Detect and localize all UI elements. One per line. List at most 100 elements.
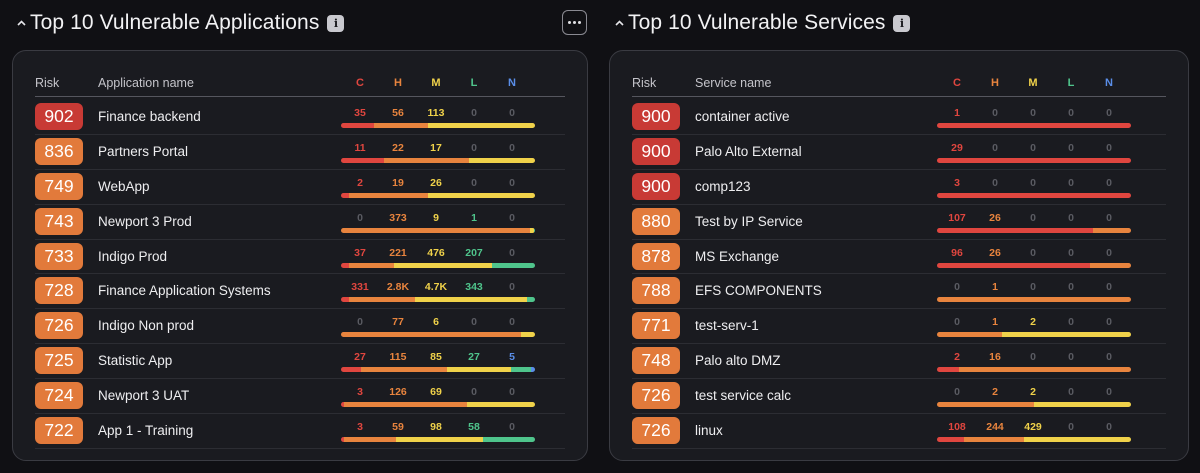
- table-row[interactable]: 836 Partners Portal 11 22 17 0 0: [35, 135, 565, 170]
- risk-score-badge: 726: [35, 312, 83, 340]
- severity-header-critical[interactable]: C: [953, 77, 961, 89]
- info-icon[interactable]: i: [893, 14, 911, 32]
- severity-distribution-bar: [341, 367, 535, 373]
- critical-count: 37: [354, 246, 366, 259]
- applications-panel-header: Top 10 Vulnerable Applications i: [14, 8, 345, 38]
- application-name[interactable]: Finance backend: [98, 109, 201, 124]
- application-name[interactable]: Partners Portal: [98, 143, 189, 159]
- name-column-header[interactable]: Application name: [98, 76, 194, 90]
- severity-header-medium[interactable]: M: [431, 77, 441, 89]
- high-count: 2: [992, 386, 998, 399]
- table-row[interactable]: 900 container active 1 0 0 0 0: [632, 100, 1166, 135]
- severity-header-medium[interactable]: M: [1028, 77, 1038, 89]
- service-name[interactable]: Palo alto DMZ: [695, 353, 781, 369]
- severity-distribution-bar: [341, 437, 535, 443]
- none-bar-segment: [531, 367, 535, 373]
- risk-score-badge: 902: [35, 103, 83, 130]
- high-bar-segment: [343, 437, 397, 443]
- table-row[interactable]: 748 Palo alto DMZ 2 16 0 0 0: [632, 344, 1166, 380]
- services-panel: Top 10 Vulnerable Services i Risk Servic…: [598, 0, 1189, 473]
- applications-panel: Top 10 Vulnerable Applications i Risk Ap…: [0, 0, 590, 473]
- service-name[interactable]: linux: [695, 423, 723, 439]
- medium-bar-segment: [467, 402, 535, 408]
- table-row[interactable]: 722 App 1 - Training 3 59 98 58 0: [35, 414, 565, 449]
- service-name[interactable]: Test by IP Service: [695, 213, 803, 229]
- table-row[interactable]: 880 Test by IP Service 107 26 0 0 0: [632, 205, 1166, 240]
- service-name[interactable]: test-serv-1: [695, 318, 759, 334]
- medium-count: 0: [1030, 281, 1036, 294]
- table-row[interactable]: 743 Newport 3 Prod 0 373 9 1 0: [35, 205, 565, 240]
- application-name[interactable]: Newport 3 UAT: [98, 388, 190, 404]
- services-table-card: Risk Service name C H M L N 900 container act…: [609, 50, 1189, 461]
- critical-count: 0: [954, 386, 960, 399]
- panel-title: Top 10 Vulnerable Applications: [30, 11, 320, 34]
- medium-bar-segment: [529, 227, 535, 233]
- high-bar-segment: [958, 367, 1131, 373]
- severity-header-none[interactable]: N: [508, 77, 516, 89]
- medium-bar-segment: [427, 192, 535, 198]
- table-row[interactable]: 900 Palo Alto External 29 0 0 0 0: [632, 135, 1166, 170]
- risk-score-badge: 878: [632, 242, 680, 270]
- severity-header-low[interactable]: L: [1067, 77, 1075, 89]
- severity-distribution-bar: [341, 157, 535, 163]
- application-name[interactable]: Indigo Non prod: [98, 318, 195, 334]
- high-bar-segment: [341, 227, 530, 233]
- severity-header-none[interactable]: N: [1105, 77, 1113, 89]
- table-row[interactable]: 725 Statistic App 27 115 85 27 5: [35, 344, 565, 380]
- table-row[interactable]: 724 Newport 3 UAT 3 126 69 0 0: [35, 379, 565, 415]
- service-name[interactable]: comp123: [695, 178, 751, 194]
- table-row[interactable]: 726 linux 108 244 429 0 0: [632, 414, 1166, 449]
- table-row[interactable]: 726 test service calc 0 2 2 0 0: [632, 379, 1166, 415]
- severity-distribution-bar: [341, 262, 535, 268]
- table-row[interactable]: 900 comp123 3 0 0 0 0: [632, 170, 1166, 205]
- severity-distribution-bar: [341, 123, 535, 128]
- chevron-up-icon[interactable]: [612, 16, 626, 30]
- application-name[interactable]: Newport 3 Prod: [98, 213, 192, 229]
- high-count: 244: [986, 421, 1004, 434]
- none-count: 0: [509, 246, 515, 259]
- application-name[interactable]: App 1 - Training: [98, 423, 194, 439]
- severity-distribution-bar: [937, 297, 1131, 303]
- critical-bar-segment: [341, 192, 350, 198]
- table-row[interactable]: 726 Indigo Non prod 0 77 6 0 0: [35, 309, 565, 345]
- name-column-header[interactable]: Service name: [695, 76, 772, 90]
- info-icon[interactable]: i: [327, 14, 345, 32]
- risk-column-header[interactable]: Risk: [632, 76, 657, 90]
- severity-distribution-bar: [341, 227, 535, 233]
- medium-count: 69: [430, 386, 442, 399]
- service-name[interactable]: container active: [695, 109, 790, 124]
- more-options-button[interactable]: [562, 10, 587, 35]
- table-row[interactable]: 749 WebApp 2 19 26 0 0: [35, 170, 565, 205]
- application-name[interactable]: Indigo Prod: [98, 248, 168, 264]
- application-name[interactable]: Finance Application Systems: [98, 283, 271, 299]
- application-name[interactable]: Statistic App: [98, 353, 173, 369]
- high-count: 26: [989, 246, 1001, 259]
- low-count: 27: [468, 351, 480, 364]
- table-row[interactable]: 902 Finance backend 35 56 113 0 0: [35, 100, 565, 135]
- medium-count: 0: [1030, 141, 1036, 154]
- critical-bar-segment: [341, 123, 375, 128]
- high-bar-segment: [937, 402, 1034, 408]
- severity-header-critical[interactable]: C: [356, 77, 364, 89]
- table-row[interactable]: 771 test-serv-1 0 1 2 0 0: [632, 309, 1166, 345]
- service-name[interactable]: MS Exchange: [695, 248, 780, 264]
- application-name[interactable]: WebApp: [98, 178, 150, 194]
- table-row[interactable]: 728 Finance Application Systems 331 2.8K 4.7…: [35, 274, 565, 310]
- service-name[interactable]: EFS COMPONENTS: [695, 283, 822, 299]
- service-name[interactable]: test service calc: [695, 388, 792, 404]
- table-row[interactable]: 878 MS Exchange 96 26 0 0 0: [632, 240, 1166, 275]
- table-row[interactable]: 733 Indigo Prod 37 221 476 207 0: [35, 240, 565, 275]
- severity-distribution-bar: [937, 437, 1131, 443]
- risk-score-badge: 900: [632, 172, 680, 200]
- risk-column-header[interactable]: Risk: [35, 76, 60, 90]
- chevron-up-icon[interactable]: [14, 16, 28, 30]
- low-count: 0: [1068, 176, 1074, 189]
- severity-header-low[interactable]: L: [470, 77, 478, 89]
- service-name[interactable]: Palo Alto External: [695, 143, 802, 159]
- severity-header-high[interactable]: H: [394, 77, 402, 89]
- high-bar-segment: [937, 297, 1131, 303]
- low-count: 0: [471, 107, 477, 119]
- severity-header-high[interactable]: H: [991, 77, 999, 89]
- critical-count: 96: [951, 246, 963, 259]
- table-row[interactable]: 788 EFS COMPONENTS 0 1 0 0 0: [632, 274, 1166, 310]
